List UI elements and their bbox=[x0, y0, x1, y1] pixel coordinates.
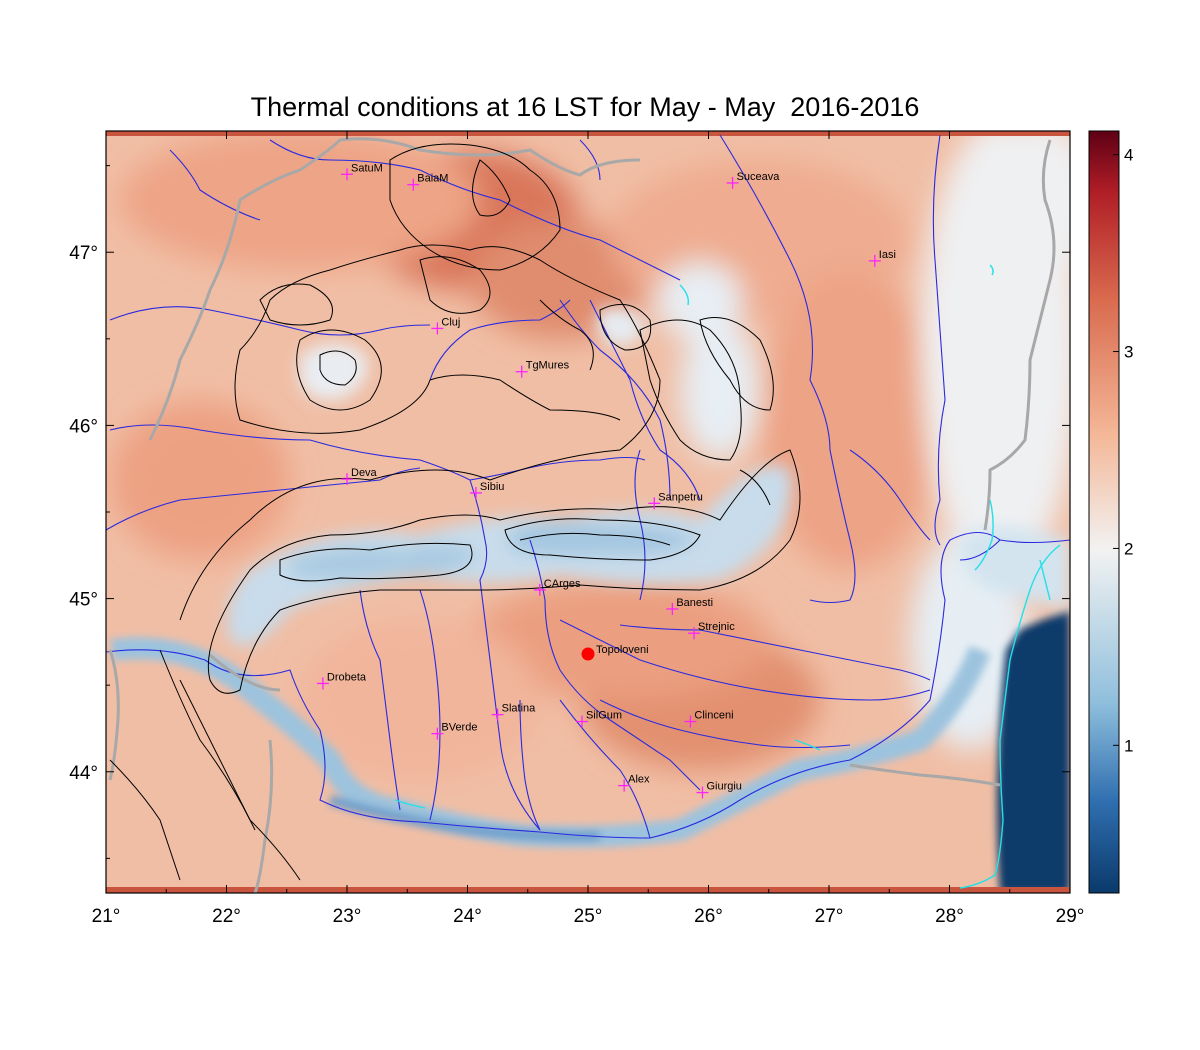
station-label: Drobeta bbox=[327, 671, 367, 683]
field-danube-cold bbox=[110, 637, 991, 848]
x-tick-label: 26° bbox=[694, 906, 723, 927]
station-marker: Cluj bbox=[431, 316, 460, 335]
station-label: Iasi bbox=[879, 249, 896, 261]
station-label: TgMures bbox=[526, 360, 570, 372]
x-tick-label: 23° bbox=[333, 906, 362, 927]
station-label: CArges bbox=[544, 578, 581, 590]
station-label: Suceava bbox=[737, 171, 781, 183]
y-tick-label: 44° bbox=[69, 763, 98, 784]
map-title: Thermal conditions at 16 LST for May - M… bbox=[250, 92, 920, 122]
station-label: SatuM bbox=[351, 162, 383, 174]
station-marker: Suceava bbox=[726, 171, 781, 189]
station-marker: CArges bbox=[533, 578, 581, 596]
station-marker: Iasi bbox=[868, 249, 896, 267]
stations: SatuM BaiaM Suceava Iasi Cluj TgMures Deva Sibi… bbox=[316, 162, 896, 799]
station-label: Deva bbox=[351, 467, 378, 479]
colorbar-tick-label: 4 bbox=[1124, 146, 1133, 165]
field-black-sea bbox=[996, 610, 1070, 893]
station-marker: Drobeta bbox=[316, 671, 367, 690]
station-marker: TgMures bbox=[515, 360, 570, 378]
coastline bbox=[394, 264, 1061, 889]
station-marker: BVerde bbox=[431, 722, 477, 740]
station-label: BVerde bbox=[441, 722, 477, 734]
station-label: Banesti bbox=[676, 597, 713, 609]
thermal-field bbox=[106, 131, 1070, 893]
station-marker: BaiaM bbox=[407, 173, 448, 191]
borders bbox=[108, 137, 1056, 893]
x-tick-label: 25° bbox=[574, 906, 603, 927]
x-tick-label: 24° bbox=[453, 906, 482, 927]
station-marker: Strejnic bbox=[688, 621, 735, 640]
station-label: SilGum bbox=[586, 710, 622, 722]
red-dot-icon bbox=[581, 647, 595, 661]
x-tick-label: 21° bbox=[92, 906, 121, 927]
station-label: BaiaM bbox=[417, 173, 448, 185]
y-axis-tick-labels: 44° 45° 46° 47° bbox=[69, 243, 98, 784]
station-marker: Sanpetru bbox=[648, 491, 703, 510]
station-marker: Giurgiu bbox=[696, 781, 742, 799]
colorbar: 1 2 3 4 bbox=[1088, 130, 1133, 894]
station-label: Clinceni bbox=[694, 710, 733, 722]
colorbar-tick-label: 2 bbox=[1124, 539, 1133, 558]
station-label: Slatina bbox=[502, 703, 537, 715]
field-warm-areas bbox=[110, 131, 940, 780]
x-tick-label: 22° bbox=[212, 906, 241, 927]
field-mountains bbox=[227, 307, 792, 646]
colorbar-tick-label: 1 bbox=[1124, 736, 1133, 755]
station-marker: Sibiu bbox=[469, 481, 504, 499]
station-marker: Banesti bbox=[666, 597, 713, 615]
station-label: Sibiu bbox=[480, 481, 504, 493]
colorbar-gradient bbox=[1088, 130, 1120, 894]
station-marker: Alex bbox=[618, 774, 650, 792]
station-marker: Clinceni bbox=[684, 710, 734, 728]
station-label: Sanpetru bbox=[658, 491, 703, 503]
elevation-contours bbox=[109, 143, 801, 881]
highlight-station-label: Topoloveni bbox=[596, 644, 649, 656]
y-tick-label: 45° bbox=[69, 590, 98, 611]
station-marker: Deva bbox=[341, 467, 378, 486]
x-tick-label: 27° bbox=[815, 906, 844, 927]
station-label: Strejnic bbox=[698, 621, 735, 633]
y-tick-label: 46° bbox=[69, 416, 98, 437]
y-tick-label: 47° bbox=[69, 243, 98, 264]
highlight-station: Topoloveni bbox=[581, 644, 649, 661]
station-marker: Slatina bbox=[491, 703, 537, 721]
station-label: Cluj bbox=[441, 316, 460, 328]
x-tick-label: 28° bbox=[935, 906, 964, 927]
plot-frame bbox=[105, 130, 1071, 894]
station-label: Alex bbox=[628, 774, 650, 786]
x-tick-label: 29° bbox=[1056, 906, 1085, 927]
station-label: Giurgiu bbox=[706, 781, 741, 793]
station-marker: SatuM bbox=[341, 162, 383, 181]
x-axis-tick-labels: 21° 22° 23° 24° 25° 26° 27° 28° 29° bbox=[92, 906, 1085, 927]
station-marker: SilGum bbox=[575, 710, 622, 728]
colorbar-tick-label: 3 bbox=[1124, 343, 1133, 362]
